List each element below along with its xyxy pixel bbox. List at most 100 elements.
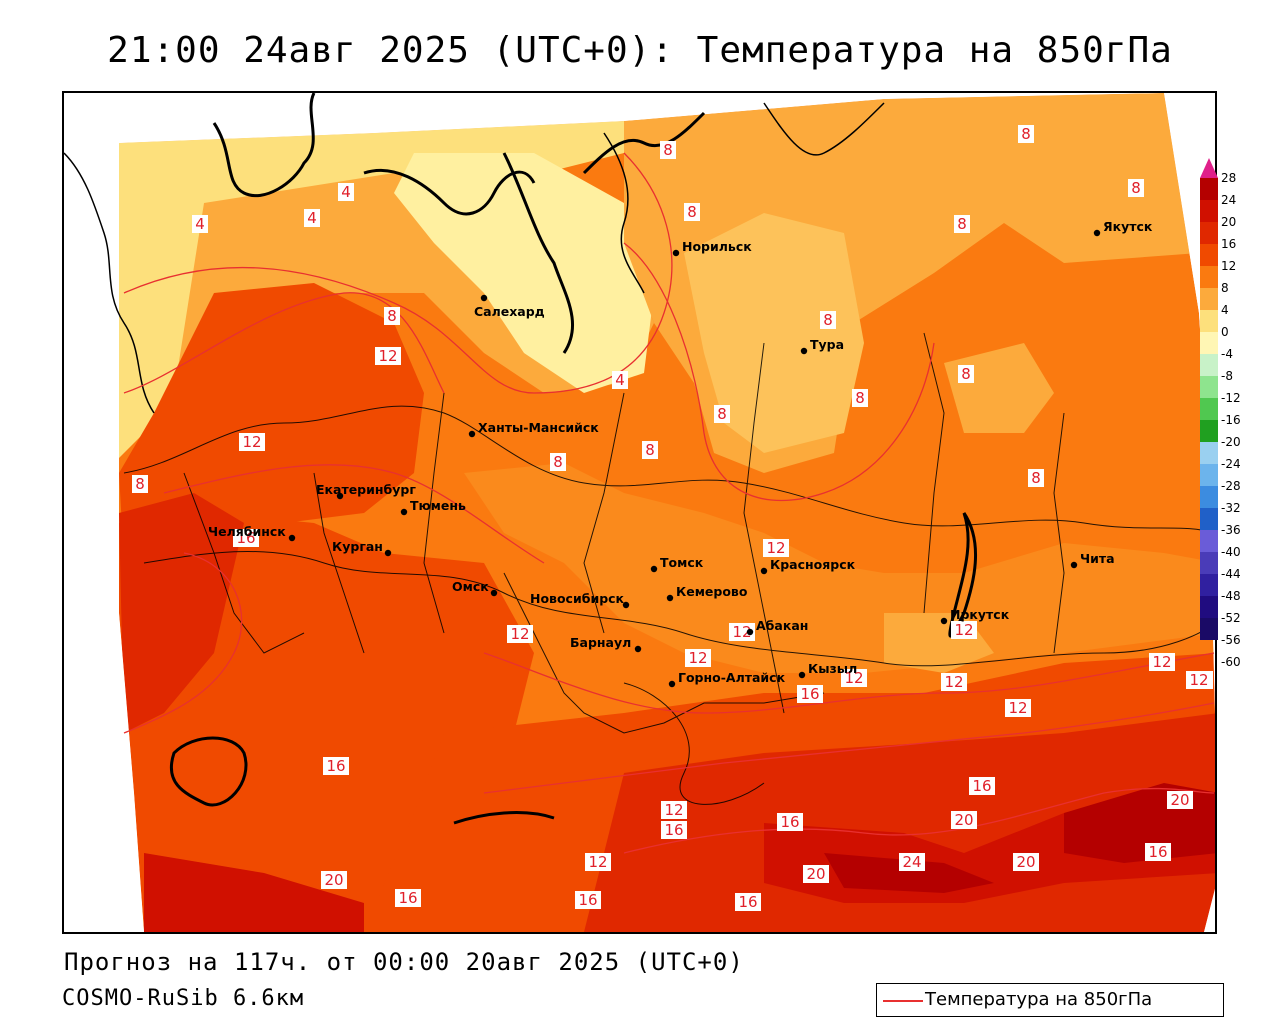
isotherm-label-bg <box>1028 469 1044 487</box>
isotherm-label-bg <box>338 183 354 201</box>
isotherm-label: 16 <box>738 893 757 911</box>
legend-label: Температура на 850гПа <box>925 989 1153 1010</box>
isotherm-label: 4 <box>195 215 205 233</box>
city-dot <box>468 430 476 438</box>
isotherm-label: 12 <box>588 853 607 871</box>
isotherm-label: 16 <box>578 891 597 909</box>
isotherm-label-bg <box>192 215 208 233</box>
city-dot <box>336 492 344 500</box>
isotherm-label: 12 <box>1008 699 1027 717</box>
city-label: Барнаул <box>570 635 631 650</box>
colorbar-bin <box>1200 420 1218 442</box>
isotherm-label-bg <box>661 821 687 839</box>
isotherm-label: 8 <box>1021 125 1031 143</box>
city-dot <box>668 680 676 688</box>
isotherm-label-bg <box>384 307 400 325</box>
map-svg: 4 4 4 4 8 8 8 8 8 8 8 8 8 8 8 8 8 8 12 12 12 12 12 12 12 12 12 12 12… <box>64 93 1215 932</box>
isotherm-label: 20 <box>954 811 973 829</box>
isotherm-label-bg <box>685 649 711 667</box>
city-markers: Норильск Салехард Ханты-Мансийск Тура Якутск… <box>208 219 1153 688</box>
city-label: Тура <box>810 337 844 352</box>
isotherm-label-bg <box>714 405 730 423</box>
colorbar-bin <box>1200 178 1218 200</box>
city-label: Новосибирск <box>530 591 625 606</box>
rivers-and-coast-detail <box>64 102 885 414</box>
city-label: Челябинск <box>208 524 286 539</box>
colorbar-tick-label: -36 <box>1221 523 1241 537</box>
colorbar-tick-label: -56 <box>1221 633 1241 647</box>
colorbar-tick-label: -16 <box>1221 413 1241 427</box>
colorbar-bin <box>1200 332 1218 354</box>
isotherm-label-bg <box>954 215 970 233</box>
isotherm-label-bg <box>239 433 265 451</box>
colorbar-tick-label: -20 <box>1221 435 1241 449</box>
colorbar-bin <box>1200 464 1218 486</box>
colorbar-tick-label: 24 <box>1221 193 1237 207</box>
isotherm-label-bg <box>1145 843 1171 861</box>
city-dot <box>650 565 658 573</box>
isotherm-label-bg <box>661 801 687 819</box>
forecast-info: Прогноз на 117ч. от 00:00 20авг 2025 (UT… <box>64 948 744 976</box>
isotherm-label-bg <box>1005 699 1031 717</box>
city-label: Тюмень <box>410 498 466 513</box>
colorbar-tick-label: -12 <box>1221 391 1241 405</box>
temperature-field <box>119 93 1215 932</box>
isotherm-label-bg <box>642 441 658 459</box>
isotherm-label: 8 <box>717 405 727 423</box>
city-label: Омск <box>452 579 489 594</box>
city-dot <box>1093 229 1101 237</box>
colorbar-tick-label: 28 <box>1221 171 1237 185</box>
colorbar-bin <box>1200 574 1218 596</box>
isotherm-label-bg <box>1013 853 1039 871</box>
colorbar-bin <box>1200 222 1218 244</box>
isotherm-label: 4 <box>615 371 625 389</box>
city-dot <box>622 601 630 609</box>
city-dot <box>940 617 948 625</box>
legend: Температура на 850гПа <box>876 983 1224 1017</box>
colorbar-tick-label: -48 <box>1221 589 1241 603</box>
isotherm-label-bg <box>575 891 601 909</box>
isotherm-label-bg <box>777 813 803 831</box>
city-label: Красноярск <box>770 557 856 572</box>
isotherm-label-bg <box>958 365 974 383</box>
isotherm-label-bg <box>763 539 789 557</box>
model-name: COSMO-RuSib 6.6км <box>62 986 305 1011</box>
isotherm-label: 8 <box>823 311 833 329</box>
isotherm-label-bg <box>1018 125 1034 143</box>
isotherm-label-bg <box>1186 671 1212 689</box>
colorbar-bin <box>1200 200 1218 222</box>
isotherm-label: 8 <box>135 475 145 493</box>
isotherm-label: 4 <box>341 183 351 201</box>
isotherm-label-bg <box>951 811 977 829</box>
isotherm-label: 8 <box>961 365 971 383</box>
colorbar-tick-label: 16 <box>1221 237 1237 251</box>
city-dot <box>672 249 680 257</box>
temperature-map[interactable]: 4 4 4 4 8 8 8 8 8 8 8 8 8 8 8 8 8 8 12 12 12 12 12 12 12 12 12 12 12… <box>62 91 1217 934</box>
isotherm-label-bg <box>612 371 628 389</box>
isotherm-label: 12 <box>378 347 397 365</box>
colorbar-bin <box>1200 310 1218 332</box>
city-label: Якутск <box>1103 219 1153 234</box>
isotherm-label: 12 <box>1189 671 1208 689</box>
colorbar-bin <box>1200 376 1218 398</box>
city-label: Чита <box>1080 551 1115 566</box>
colorbar-tick-label: -44 <box>1221 567 1241 581</box>
isotherm-label: 16 <box>398 889 417 907</box>
isotherm-label: 12 <box>1152 653 1171 671</box>
isotherm-label-bg <box>395 889 421 907</box>
isotherm-label: 12 <box>766 539 785 557</box>
city-dot <box>800 347 808 355</box>
legend-line-swatch <box>883 1000 923 1002</box>
colorbar-tick-label: -40 <box>1221 545 1241 559</box>
isotherm-label-bg <box>852 389 868 407</box>
city-label: Ханты-Мансийск <box>478 420 599 435</box>
isotherm-label: 8 <box>1131 179 1141 197</box>
isotherm-label: 20 <box>1016 853 1035 871</box>
colorbar-tick-label: 20 <box>1221 215 1237 229</box>
isotherm-label-bg <box>321 871 347 889</box>
colorbar-tick-label: -4 <box>1221 347 1233 361</box>
city-label: Иркутск <box>950 607 1010 622</box>
isotherm-label-bg <box>803 865 829 883</box>
city-label: Кызыл <box>808 661 857 676</box>
colorbar-bin <box>1200 552 1218 574</box>
